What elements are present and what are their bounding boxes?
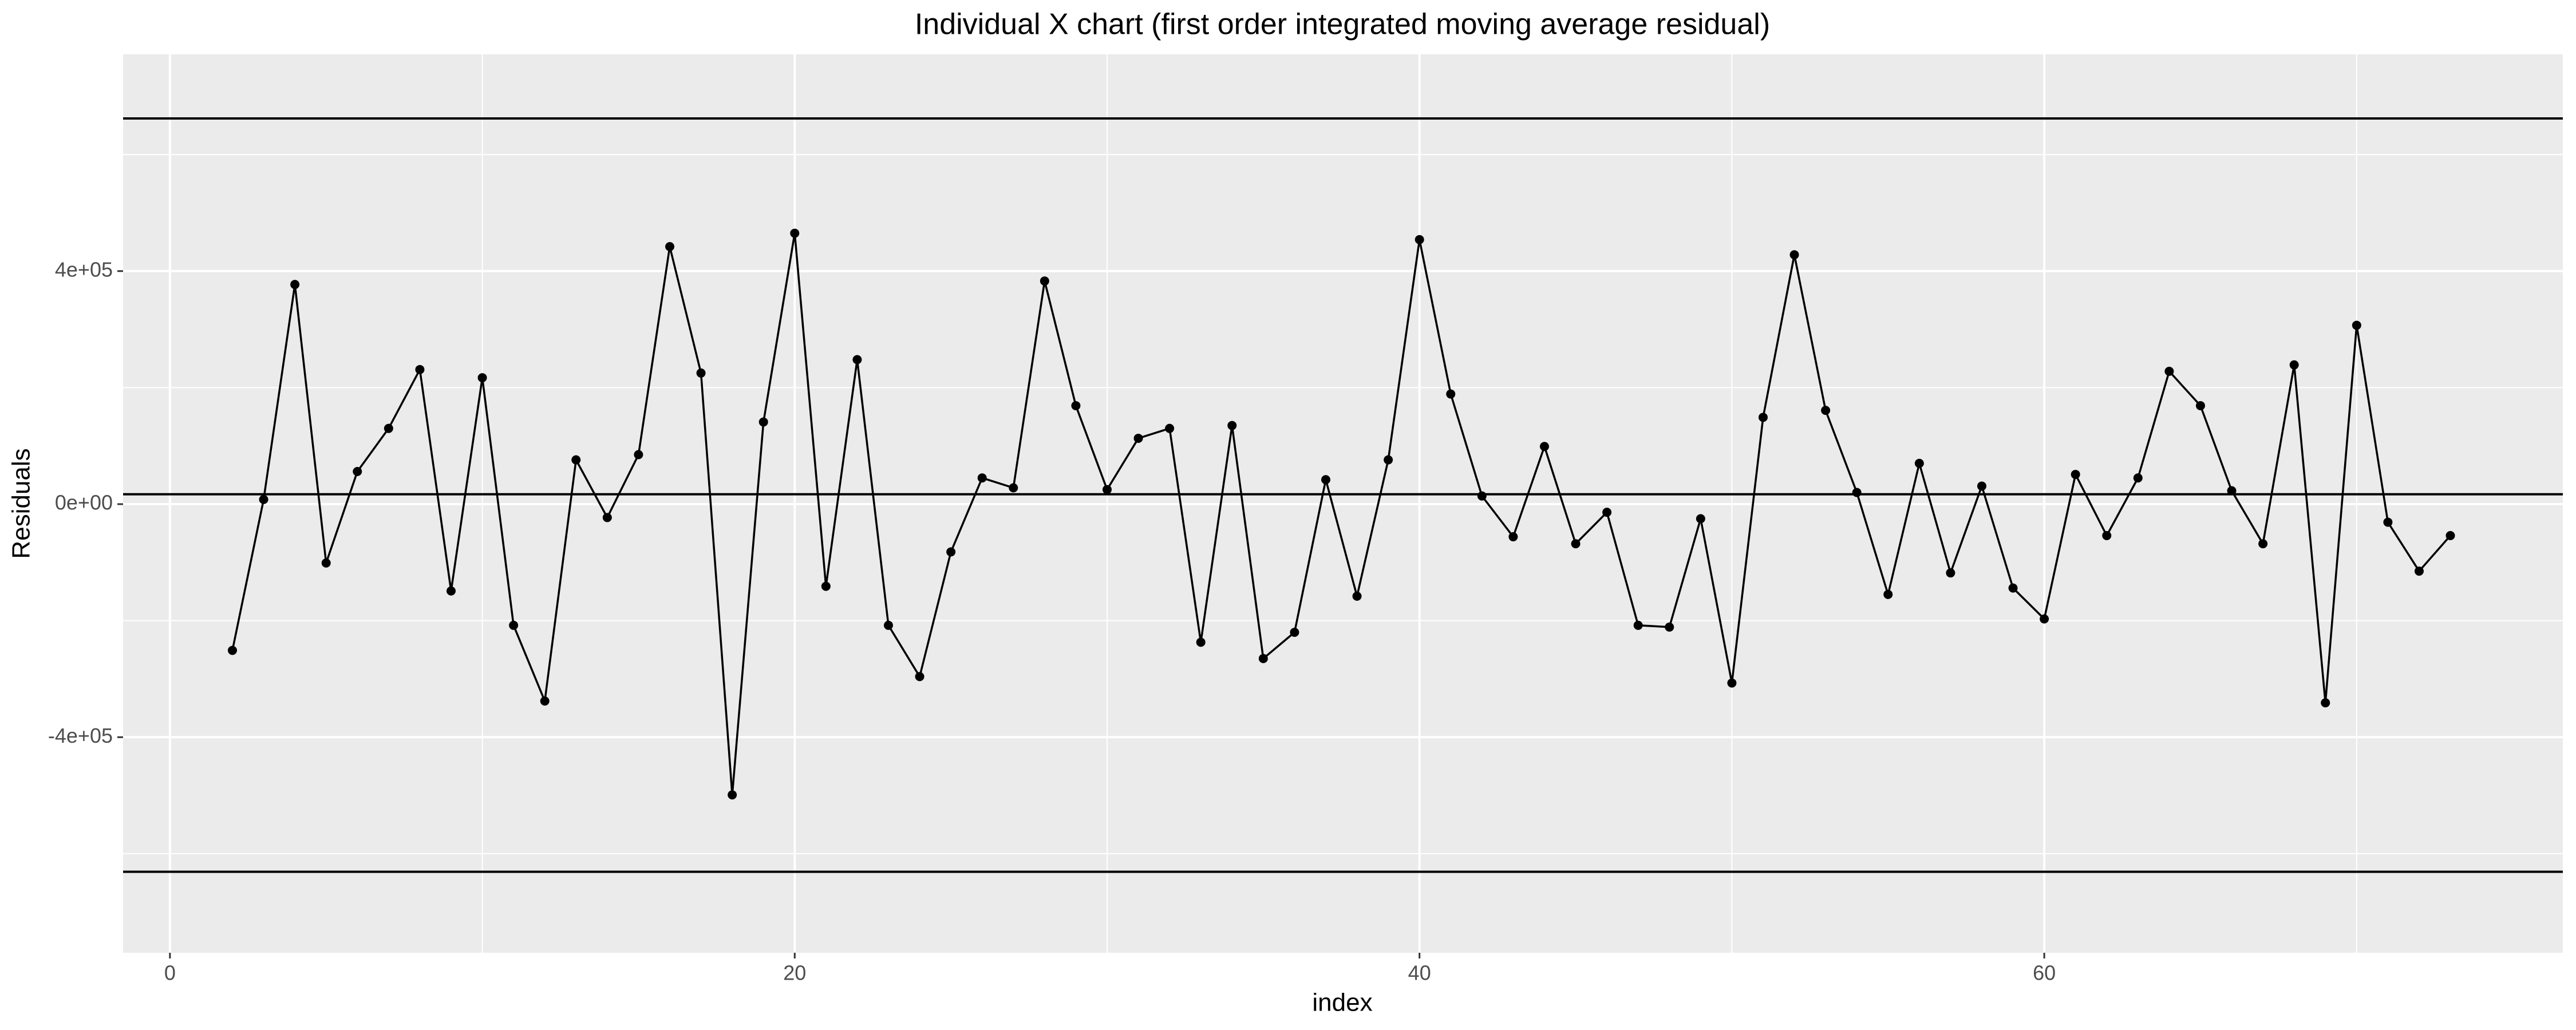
point <box>2258 539 2268 549</box>
point <box>2040 614 2049 624</box>
point <box>1914 458 1924 468</box>
point <box>977 473 987 483</box>
point <box>2008 583 2018 593</box>
point <box>602 513 612 522</box>
point <box>728 790 737 800</box>
point <box>2321 698 2330 708</box>
x-tick-label: 60 <box>2033 961 2056 985</box>
chart-title: Individual X chart (first order integrat… <box>915 8 1770 41</box>
point <box>227 645 237 655</box>
point <box>696 368 706 378</box>
point <box>446 586 456 596</box>
point <box>477 373 487 383</box>
point <box>1633 620 1643 630</box>
point <box>1321 475 1330 485</box>
point <box>1571 539 1581 549</box>
series-line <box>231 233 2451 795</box>
point <box>1446 389 1456 399</box>
point <box>1290 628 1299 637</box>
x-tick-label: 20 <box>783 961 806 985</box>
point <box>1883 589 1893 599</box>
point <box>353 467 362 477</box>
point <box>1946 568 1955 578</box>
point <box>883 620 893 630</box>
point <box>1009 483 1018 493</box>
point <box>2133 473 2143 483</box>
point <box>2071 470 2080 480</box>
point <box>1665 622 1674 632</box>
point <box>1352 591 1362 601</box>
point <box>1789 250 1799 260</box>
point <box>1040 276 1049 286</box>
point <box>821 581 831 591</box>
point <box>2195 401 2205 410</box>
point <box>540 696 550 706</box>
point <box>571 455 581 465</box>
y-tick-label: 4e+05 <box>55 258 113 281</box>
point <box>2164 366 2174 376</box>
x-axis-title: index <box>1312 989 1372 1017</box>
x-tick-label: 0 <box>164 961 176 985</box>
x-tick-label: 40 <box>1408 961 1431 985</box>
point <box>1727 678 1737 688</box>
point <box>415 365 425 374</box>
y-tick-label: 0e+00 <box>55 491 113 514</box>
point <box>946 547 956 557</box>
point <box>509 620 519 630</box>
point <box>665 241 674 251</box>
point <box>1602 508 1612 517</box>
y-tick-label: -4e+05 <box>48 724 113 747</box>
point <box>2227 486 2237 496</box>
point <box>634 450 643 459</box>
point <box>1227 421 1237 430</box>
point <box>2383 517 2393 527</box>
point <box>1539 442 1549 451</box>
point <box>1758 413 1768 422</box>
point <box>1821 406 1831 415</box>
point <box>321 558 331 568</box>
point <box>290 280 300 290</box>
point <box>915 672 924 682</box>
point <box>2352 320 2361 330</box>
point <box>2102 530 2112 540</box>
point <box>1133 433 1143 443</box>
point <box>1258 653 1268 663</box>
point <box>1696 514 1705 524</box>
point <box>2414 566 2424 576</box>
point <box>852 355 862 365</box>
point <box>1415 235 1424 244</box>
point <box>1477 491 1487 501</box>
point <box>1384 455 1393 465</box>
point <box>1508 532 1518 542</box>
point <box>1977 481 1986 491</box>
point <box>790 228 800 238</box>
point <box>384 423 393 433</box>
point <box>1071 401 1081 410</box>
point <box>259 494 268 504</box>
point <box>758 417 768 427</box>
point <box>2445 530 2455 540</box>
point <box>2289 360 2299 370</box>
y-axis-title: Residuals <box>7 448 35 558</box>
point <box>1102 485 1112 494</box>
point <box>1852 488 1862 497</box>
point <box>1165 423 1175 433</box>
point <box>1196 637 1206 647</box>
